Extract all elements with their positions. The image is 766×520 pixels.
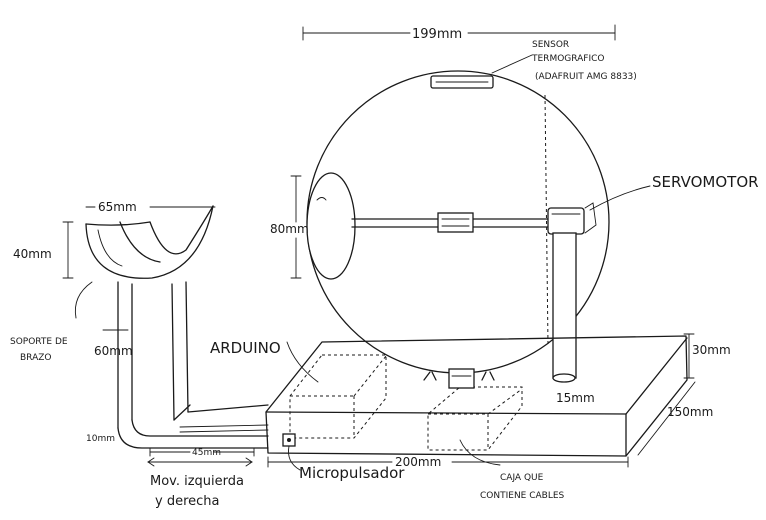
arduino-pointer bbox=[286, 341, 319, 383]
base-length-dimension bbox=[267, 456, 629, 468]
sphere-width-label: 199mm bbox=[412, 27, 462, 42]
base-box bbox=[265, 335, 688, 457]
arm-foot bbox=[117, 404, 269, 449]
rod-length-dimension bbox=[149, 447, 255, 457]
base-height-label: 30mm bbox=[692, 343, 731, 357]
cable-box-pointer bbox=[459, 439, 501, 466]
sphere-mount bbox=[423, 368, 495, 389]
arm-support-pointer bbox=[74, 281, 93, 319]
micropulsador-label: Micropulsador bbox=[299, 464, 405, 482]
base-depth-label: 150mm bbox=[667, 405, 713, 419]
arm-height-label: 40mm bbox=[13, 247, 52, 261]
movement-arrow bbox=[147, 457, 253, 467]
rod-length-label: 45mm bbox=[192, 448, 221, 458]
servomotor-pointer bbox=[589, 185, 651, 211]
arm-height-dimension bbox=[62, 221, 74, 279]
sensor-pointer bbox=[491, 54, 533, 74]
front-disc bbox=[306, 172, 356, 280]
servo-post-label: 15mm bbox=[556, 391, 595, 405]
movement-label-line2: y derecha bbox=[155, 494, 220, 509]
arduino-board bbox=[289, 354, 387, 439]
cable-box-label-line2: CONTIENE CABLES bbox=[480, 491, 565, 501]
foot-height-label: 10mm bbox=[86, 434, 115, 444]
sensor-label-line1: SENSOR bbox=[532, 40, 569, 50]
cable-box-label-line1: CAJA QUE bbox=[500, 473, 544, 483]
servomotor bbox=[547, 207, 585, 235]
micropulsador-pointer bbox=[288, 445, 301, 471]
arduino-label: ARDUINO bbox=[210, 339, 281, 357]
column-height-label: 60mm bbox=[94, 344, 133, 358]
cable-box bbox=[427, 386, 523, 451]
base-length-label: 200mm bbox=[395, 455, 441, 469]
arm-support-label-line1: SOPORTE DE bbox=[10, 337, 68, 347]
arm-columns bbox=[117, 281, 189, 429]
disc-height-label: 80mm bbox=[270, 222, 309, 236]
disc-height-dimension bbox=[290, 175, 302, 279]
arm-cradle bbox=[85, 205, 214, 279]
base-height-dimension bbox=[683, 333, 695, 379]
servomotor-label: SERVOMOTOR bbox=[652, 173, 759, 191]
arm-support-label-line2: BRAZO bbox=[20, 353, 51, 363]
shaft-coupling bbox=[437, 212, 474, 233]
servo-post bbox=[552, 232, 577, 379]
sensor-label-line2: TERMOGRAFICO bbox=[531, 54, 605, 64]
base-depth-dimension bbox=[637, 381, 696, 456]
sphere-width-dimension bbox=[302, 24, 616, 41]
sensor-label-line3: (ADAFRUIT AMG 8833) bbox=[535, 72, 637, 82]
movement-label-line1: Mov. izquierda bbox=[150, 474, 244, 489]
arm-width-label: 65mm bbox=[98, 200, 137, 214]
